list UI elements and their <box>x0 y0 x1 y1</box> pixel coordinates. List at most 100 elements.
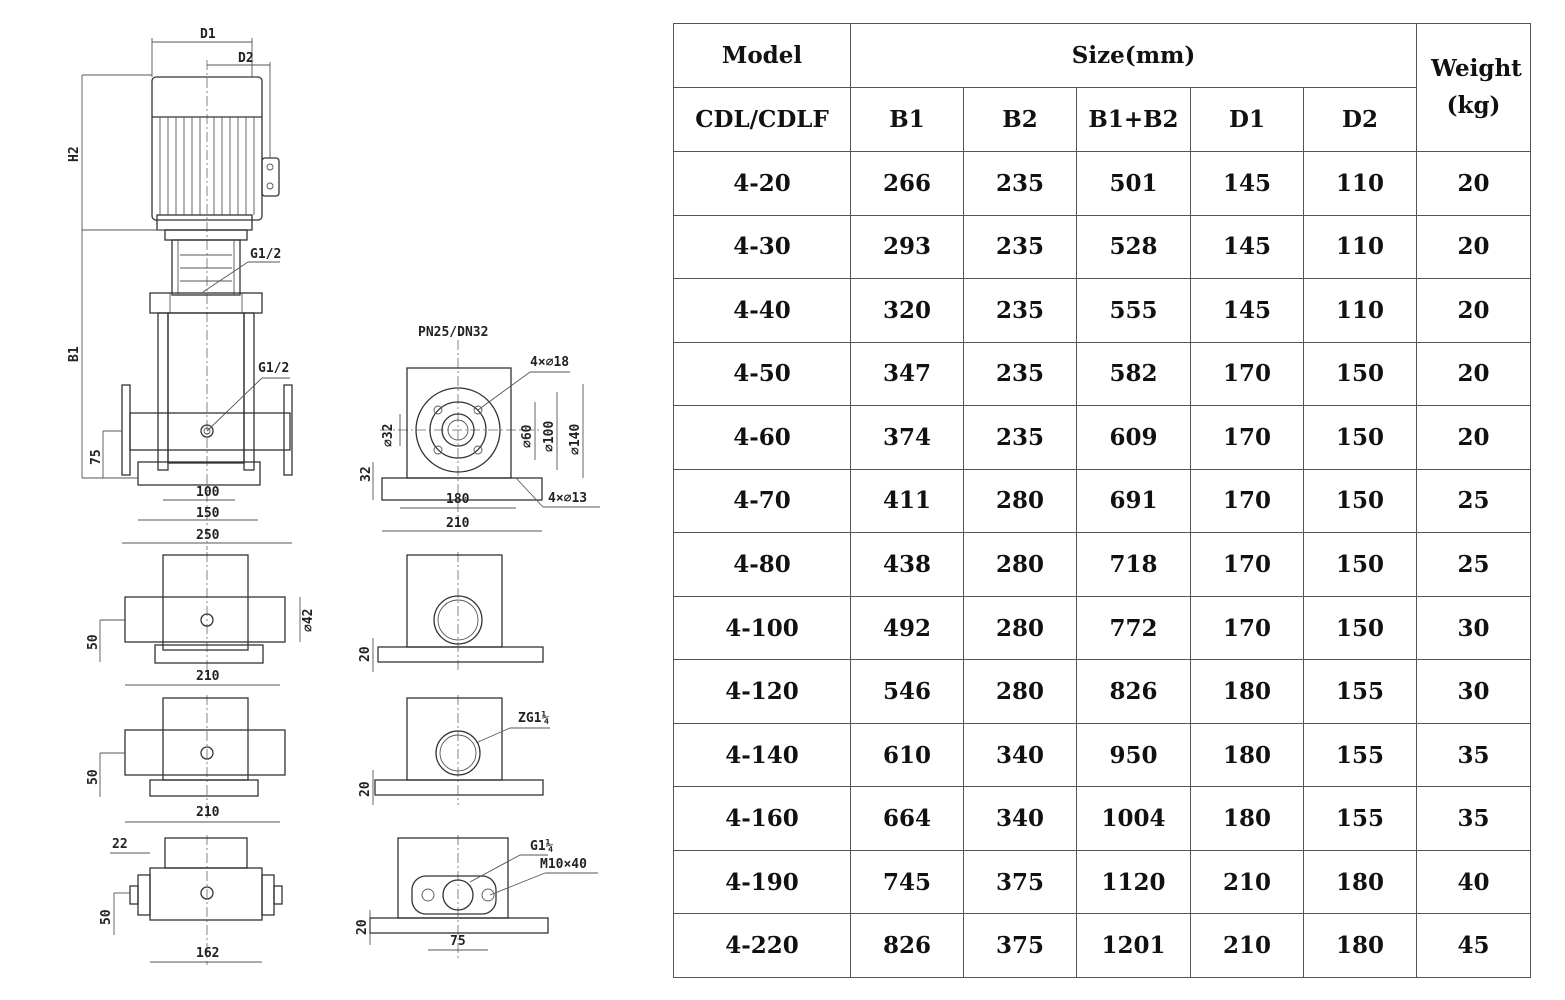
cell-d1: 170 <box>1190 468 1304 534</box>
label-4x-d13: 4×⌀13 <box>548 491 587 506</box>
table-row: 4-220 826 375 1201 210 180 45 <box>673 913 1532 978</box>
table-row: 4-70 411 280 691 170 150 25 <box>673 468 1532 534</box>
dim-d1: D1 <box>200 27 216 42</box>
cell-d2: 150 <box>1302 405 1418 470</box>
cell-b2: 235 <box>963 405 1077 470</box>
variant-1-side-view: 20 <box>358 552 544 672</box>
cell-weight: 20 <box>1416 341 1532 407</box>
cell-b2: 375 <box>963 849 1077 915</box>
dim-150: 150 <box>196 506 220 521</box>
label-pn25-dn32: PN25/DN32 <box>418 325 488 340</box>
cell-weight: 20 <box>1416 151 1532 216</box>
cell-d2: 150 <box>1302 341 1418 407</box>
dim-75: 75 <box>450 934 466 949</box>
cell-weight: 25 <box>1416 532 1532 597</box>
table-row: 4-40 320 235 555 145 110 20 <box>673 278 1532 343</box>
dim-180: 180 <box>446 492 470 507</box>
variant-2-front-view: 50 210 <box>86 695 286 823</box>
cell-weight: 25 <box>1416 468 1532 534</box>
cell-b2: 375 <box>963 913 1077 978</box>
table-row: 4-30 293 235 528 145 110 20 <box>673 214 1532 280</box>
cell-b1-b2: 609 <box>1076 405 1191 470</box>
cell-model: 4-40 <box>673 278 851 343</box>
flange-side-view: PN25/DN32 4×⌀18 ⌀32 ⌀60 ⌀100 ⌀140 32 180… <box>359 325 600 532</box>
cell-d1: 145 <box>1190 214 1304 280</box>
label-g1-2-mid: G1/2 <box>258 361 289 376</box>
cell-b1: 438 <box>850 532 964 597</box>
cell-model: 4-20 <box>673 151 851 216</box>
dim-100: 100 <box>196 485 220 500</box>
header-model: Model <box>673 23 851 88</box>
dim-20: 20 <box>358 781 373 797</box>
table-row: 4-190 745 375 1120 210 180 40 <box>673 849 1532 915</box>
table-body: 4-20 266 235 501 145 110 20 4-30 293 235 528 145 110… <box>673 151 1532 978</box>
cell-model: 4-220 <box>673 913 851 978</box>
label-m10x40: M10×40 <box>540 857 587 872</box>
cell-b1: 347 <box>850 341 964 407</box>
cell-b1-b2: 501 <box>1076 151 1191 216</box>
cell-model: 4-70 <box>673 468 851 534</box>
label-g1-1-4: G1¼ <box>530 839 554 854</box>
cell-b1-b2: 718 <box>1076 532 1191 597</box>
cell-weight: 20 <box>1416 405 1532 470</box>
cell-d1: 145 <box>1190 278 1304 343</box>
header-b2: B2 <box>963 86 1077 153</box>
cell-weight: 35 <box>1416 786 1532 851</box>
cell-d2: 110 <box>1302 214 1418 280</box>
cell-b2: 235 <box>963 151 1077 216</box>
header-series: CDL/CDLF <box>673 86 851 153</box>
cell-b2: 340 <box>963 786 1077 851</box>
table-row: 4-80 438 280 718 170 150 25 <box>673 532 1532 597</box>
cell-d1: 145 <box>1190 151 1304 216</box>
cell-model: 4-50 <box>673 341 851 407</box>
cell-weight: 20 <box>1416 278 1532 343</box>
dim-d32: ⌀32 <box>381 424 396 447</box>
cell-d2: 150 <box>1302 595 1418 661</box>
cell-d2: 180 <box>1302 913 1418 978</box>
dim-d42: ⌀42 <box>301 609 316 632</box>
variant-3-front-view: 22 50 162 <box>99 835 283 965</box>
cell-d2: 110 <box>1302 151 1418 216</box>
cell-b2: 340 <box>963 722 1077 788</box>
cell-b1-b2: 1201 <box>1076 913 1191 978</box>
cell-d1: 210 <box>1190 913 1304 978</box>
header-b1-b2: B1+B2 <box>1076 86 1191 153</box>
cell-d1: 180 <box>1190 659 1304 724</box>
cell-d1: 170 <box>1190 595 1304 661</box>
cell-weight: 20 <box>1416 214 1532 280</box>
cell-b1: 546 <box>850 659 964 724</box>
cell-b1-b2: 826 <box>1076 659 1191 724</box>
label-4x-d18: 4×⌀18 <box>530 355 569 370</box>
cell-model: 4-100 <box>673 595 851 661</box>
cell-weight: 30 <box>1416 595 1532 661</box>
cell-d2: 150 <box>1302 468 1418 534</box>
dim-h2: H2 <box>67 146 82 162</box>
cell-model: 4-160 <box>673 786 851 851</box>
dim-50: 50 <box>99 909 114 925</box>
dim-210: 210 <box>196 805 220 820</box>
cell-b1: 826 <box>850 913 964 978</box>
table-row: 4-120 546 280 826 180 155 30 <box>673 659 1532 724</box>
table-row: 4-160 664 340 1004 180 155 35 <box>673 786 1532 851</box>
cell-model: 4-80 <box>673 532 851 597</box>
dim-210: 210 <box>446 516 470 531</box>
dim-20: 20 <box>355 919 370 935</box>
table-row: 4-60 374 235 609 170 150 20 <box>673 405 1532 470</box>
cell-model: 4-60 <box>673 405 851 470</box>
cell-b2: 235 <box>963 278 1077 343</box>
table-row: 4-140 610 340 950 180 155 35 <box>673 722 1532 788</box>
cell-b1-b2: 1120 <box>1076 849 1191 915</box>
cell-b1-b2: 772 <box>1076 595 1191 661</box>
cell-b1: 293 <box>850 214 964 280</box>
header-b1: B1 <box>850 86 964 153</box>
cell-b1: 745 <box>850 849 964 915</box>
dim-d140: ⌀140 <box>568 424 583 455</box>
cell-b2: 280 <box>963 468 1077 534</box>
label-g1-2-top: G1/2 <box>250 247 281 262</box>
dim-d2: D2 <box>238 51 254 66</box>
dim-50: 50 <box>86 769 101 785</box>
table-row: 4-100 492 280 772 170 150 30 <box>673 595 1532 661</box>
dim-75: 75 <box>89 449 104 465</box>
dim-20: 20 <box>358 646 373 662</box>
cell-b1-b2: 528 <box>1076 214 1191 280</box>
